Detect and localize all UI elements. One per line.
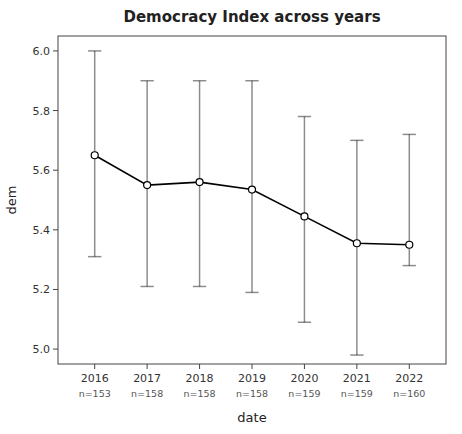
n-label: n=160 [393,388,425,399]
point [301,213,308,220]
y-tick-label: 5.8 [33,105,51,118]
x-tick-label: 2016 [81,372,109,385]
error-bar [356,140,358,355]
x-tick-label: 2021 [343,372,371,385]
n-label: n=158 [131,388,163,399]
error-cap-lower [245,292,258,294]
error-cap-upper [245,80,258,82]
n-label: n=158 [236,388,268,399]
point [91,152,98,159]
y-tick [53,170,58,171]
y-tick-label: 6.0 [33,45,51,58]
point [144,182,151,189]
point [406,241,413,248]
x-tick-label: 2017 [133,372,161,385]
point [249,186,256,193]
error-cap-upper [88,50,101,52]
point [353,240,360,247]
error-cap-lower [88,256,101,258]
x-axis-label: date [237,410,266,425]
y-axis-label: dem [4,186,19,215]
plot-frame [58,36,446,364]
error-cap-upper [350,140,363,142]
error-cap-lower [140,286,153,288]
error-cap-upper [403,134,416,136]
error-cap-lower [350,354,363,356]
series-line [95,155,410,244]
x-tick [252,364,253,369]
error-cap-lower [193,286,206,288]
title: Democracy Index across years [123,8,380,26]
n-label: n=158 [184,388,216,399]
chart: 5.0 5.2 5.4 5.6 5.8 6.0 2016 2017 2018 2019 2020 20… [0,0,462,434]
error-cap-upper [193,80,206,82]
y-tick [53,289,58,290]
error-cap-upper [298,116,311,118]
x-tick-label: 2018 [186,372,214,385]
x-tick-label: 2022 [395,372,423,385]
x-tick [304,364,305,369]
x-tick [94,364,95,369]
x-tick-label: 2019 [238,372,266,385]
y-tick [53,110,58,111]
x-tick [409,364,410,369]
y-tick-label: 5.4 [33,224,51,237]
n-label: n=159 [288,388,320,399]
x-tick-label: 2020 [290,372,318,385]
plot-area [88,51,416,355]
x-tick [356,364,357,369]
x-tick [147,364,148,369]
error-cap-lower [403,265,416,267]
y-tick [53,349,58,350]
y-tick-label: 5.2 [33,283,51,296]
y-tick-label: 5.6 [33,164,51,177]
point [196,179,203,186]
n-label: n=153 [79,388,111,399]
y-tick-label: 5.0 [33,343,51,356]
x-tick [199,364,200,369]
error-cap-lower [298,322,311,324]
error-cap-upper [140,80,153,82]
n-label: n=159 [341,388,373,399]
y-tick [53,50,58,51]
y-tick [53,229,58,230]
